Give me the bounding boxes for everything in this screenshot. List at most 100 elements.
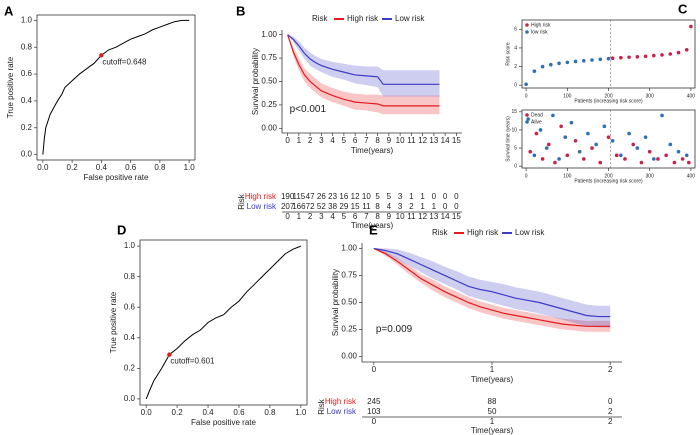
- x-tick-label: 0.6: [125, 163, 137, 172]
- y-tick-label: 0.50: [341, 298, 357, 307]
- point: [631, 142, 636, 147]
- legend-label: High risk: [531, 22, 551, 28]
- point: [689, 24, 693, 29]
- point: [676, 50, 681, 55]
- point: [623, 157, 627, 161]
- x-tick-label: 6: [353, 136, 358, 145]
- point: [565, 153, 570, 158]
- table-cell: 115: [292, 192, 305, 201]
- table-cell: 52: [317, 202, 326, 211]
- table-cell: 4: [387, 202, 392, 211]
- plot-frame: [521, 109, 696, 169]
- panel-label: A: [4, 3, 14, 18]
- panel-label: D: [117, 222, 126, 237]
- x-axis-label: False positive rate: [191, 418, 256, 427]
- legend-label: Alive: [531, 119, 542, 125]
- table-cell: 29: [339, 202, 348, 211]
- y-tick-label: 0.50: [261, 77, 277, 86]
- point: [524, 82, 528, 87]
- x-tick-label: 0.4: [202, 408, 214, 417]
- x-tick-label: 13: [429, 136, 438, 145]
- point: [602, 124, 607, 129]
- x-tick-label: 0.6: [233, 408, 245, 417]
- x-tick-label: 0.0: [141, 408, 153, 417]
- point: [565, 60, 570, 65]
- x-tick-label: 7: [364, 136, 369, 145]
- table-x-tick-label: 2: [308, 212, 313, 221]
- point: [656, 157, 660, 161]
- table-cell: 166: [292, 202, 306, 211]
- plot-frame: [36, 14, 196, 161]
- point: [557, 157, 561, 161]
- point: [546, 142, 551, 147]
- y-tick-label: 0.25: [261, 100, 277, 109]
- table-cell: 3: [398, 192, 403, 201]
- point: [660, 113, 664, 118]
- point: [569, 120, 574, 125]
- point: [549, 62, 553, 67]
- point: [647, 149, 652, 154]
- table-cell: 0: [454, 192, 459, 201]
- point: [676, 149, 681, 154]
- table-row-label: High risk: [245, 192, 277, 201]
- y-tick-label: 0.2: [124, 363, 136, 372]
- x-tick-label: 100: [563, 173, 572, 179]
- point: [668, 142, 673, 147]
- table-x-tick-label: 6: [353, 212, 358, 221]
- y-tick-label: 10: [511, 127, 517, 133]
- legend-swatch: [525, 113, 529, 117]
- point: [672, 160, 677, 165]
- point: [532, 153, 537, 158]
- confidence-band: [373, 248, 611, 328]
- point: [532, 69, 537, 74]
- point: [594, 142, 598, 147]
- table-cell: 23: [328, 192, 337, 201]
- y-axis-label: True positive rate: [6, 56, 15, 118]
- x-tick-label: 0.8: [154, 163, 166, 172]
- table-x-tick-label: 1: [297, 212, 302, 221]
- point: [557, 61, 561, 66]
- point: [577, 149, 582, 154]
- x-tick-label: 0.2: [172, 408, 184, 417]
- point: [528, 149, 533, 154]
- y-tick-label: 0.4: [21, 96, 33, 105]
- confidence-band: [287, 34, 440, 115]
- point: [610, 56, 615, 60]
- y-tick-label: 0: [514, 83, 517, 89]
- point: [614, 153, 619, 158]
- legend-swatch: [525, 30, 529, 34]
- point: [619, 153, 623, 158]
- x-tick-label: 15: [452, 136, 461, 145]
- point: [627, 55, 631, 60]
- y-tick-label: 0.25: [341, 325, 357, 334]
- y-tick-label: 1.0: [124, 241, 136, 250]
- x-tick-label: 400: [687, 93, 696, 99]
- panel-label: B: [236, 3, 245, 18]
- table-cell: 0: [608, 397, 613, 406]
- y-tick-label: 0.4: [124, 333, 136, 342]
- y-tick-label: 1.00: [341, 244, 357, 253]
- table-cell: 10: [362, 192, 371, 201]
- point: [540, 157, 545, 161]
- x-tick-label: 400: [687, 173, 696, 179]
- table-cell: 0: [443, 192, 448, 201]
- point: [573, 59, 578, 64]
- table-x-tick-label: 2: [608, 417, 613, 426]
- y-tick-label: 4: [514, 45, 517, 51]
- cutoff-label: cutoff=0.601: [170, 357, 215, 366]
- x-tick-label: 200: [604, 173, 613, 179]
- x-tick-label: 1: [297, 136, 302, 145]
- cutoff-label: cutoff=0.648: [102, 57, 147, 66]
- point: [643, 135, 648, 139]
- table-x-tick-label: 13: [429, 212, 438, 221]
- table-x-tick-label: 15: [452, 212, 461, 221]
- table-cell: 0: [432, 192, 437, 201]
- y-axis-label: Risk score: [505, 42, 511, 66]
- point: [652, 53, 656, 58]
- x-tick-label: 300: [646, 173, 655, 179]
- legend-swatch: [525, 23, 529, 27]
- point: [684, 153, 689, 158]
- table-x-label: Time(years): [351, 221, 394, 230]
- table-cell: 12: [351, 192, 360, 201]
- table-cell: 8: [375, 202, 380, 211]
